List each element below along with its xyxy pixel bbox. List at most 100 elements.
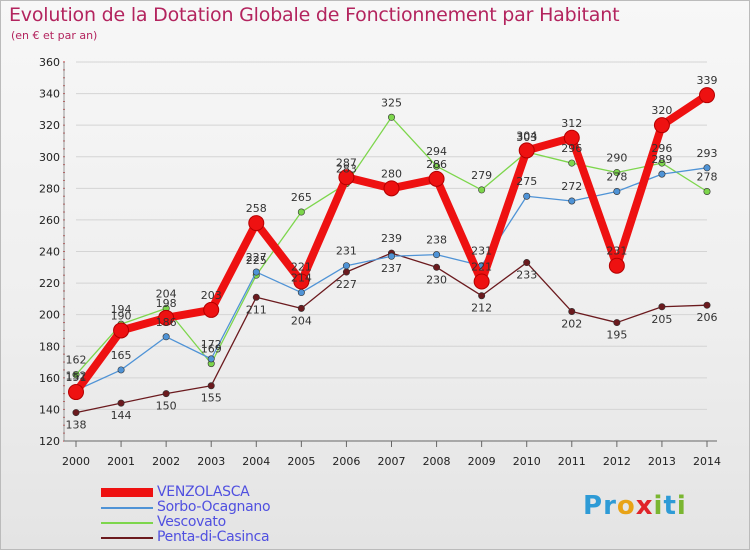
proxiti-logo: Proxiti	[583, 491, 687, 521]
data-point-penta-di-casinca	[613, 319, 621, 327]
data-point-sorbo-ocagnano	[703, 164, 711, 172]
value-label: 239	[381, 232, 402, 245]
data-point-penta-di-casinca	[117, 399, 125, 407]
data-point-venzolasca	[338, 169, 355, 186]
data-point-sorbo-ocagnano	[568, 197, 576, 205]
value-label: 237	[381, 262, 402, 275]
series-layer	[68, 87, 715, 417]
value-label: 204	[291, 314, 312, 327]
data-point-vescovato	[703, 187, 711, 195]
value-label: 150	[156, 400, 177, 413]
chart-subtitle: (en € et par an)	[11, 29, 98, 42]
data-point-vescovato	[297, 208, 305, 216]
y-tick-label: 180	[39, 340, 60, 353]
value-label: 312	[561, 117, 582, 130]
value-label: 275	[516, 175, 537, 188]
data-point-penta-di-casinca	[207, 382, 215, 390]
x-tick-label: 2013	[648, 455, 676, 468]
data-point-venzolasca	[473, 273, 490, 290]
data-point-sorbo-ocagnano	[297, 289, 305, 297]
value-label: 195	[606, 329, 627, 342]
legend-item-venzolasca: VENZOLASCA	[101, 484, 361, 500]
data-point-sorbo-ocagnano	[207, 355, 215, 363]
logo-letter: i	[653, 491, 664, 521]
value-label: 296	[651, 142, 672, 155]
value-label: 278	[606, 170, 627, 183]
logo-letter: r	[603, 491, 617, 521]
data-point-penta-di-casinca	[252, 293, 260, 301]
value-label: 211	[246, 303, 267, 316]
y-tick-label: 240	[39, 246, 60, 259]
x-tick-label: 2008	[423, 455, 451, 468]
value-label: 339	[697, 74, 718, 87]
value-label: 225	[246, 254, 267, 267]
data-point-sorbo-ocagnano	[387, 252, 395, 260]
series-line-sorbo-ocagnano	[75, 167, 708, 392]
data-point-penta-di-casinca	[478, 292, 486, 300]
value-label: 230	[426, 273, 447, 286]
y-tick-label: 220	[39, 277, 60, 290]
value-label: 290	[606, 152, 627, 165]
data-point-penta-di-casinca	[72, 409, 80, 417]
y-tick-label: 160	[39, 372, 60, 385]
data-point-sorbo-ocagnano	[433, 251, 441, 259]
y-tick-label: 340	[39, 88, 60, 101]
data-point-vescovato	[387, 113, 395, 121]
value-label: 151	[66, 371, 87, 384]
value-label: 289	[651, 153, 672, 166]
value-label: 152	[66, 369, 87, 382]
value-label: 304	[516, 129, 537, 142]
data-point-sorbo-ocagnano	[162, 333, 170, 341]
logo-letter: o	[616, 491, 636, 521]
data-point-venzolasca	[113, 322, 130, 339]
data-point-vescovato	[72, 371, 80, 379]
logo-letter: i	[676, 491, 687, 521]
value-label: 155	[201, 392, 222, 405]
data-point-sorbo-ocagnano	[523, 192, 531, 200]
data-point-venzolasca	[383, 180, 400, 197]
x-tick-label: 2004	[242, 455, 270, 468]
value-label: 272	[561, 180, 582, 193]
data-point-sorbo-ocagnano	[342, 262, 350, 270]
data-point-penta-di-casinca	[342, 268, 350, 276]
data-point-venzolasca	[248, 215, 265, 232]
legend-item-sorbo-ocagnano: Sorbo-Ocagnano	[101, 499, 361, 515]
x-tick-label: 2002	[152, 455, 180, 468]
x-tick-label: 2001	[107, 455, 135, 468]
value-label: 203	[201, 289, 222, 302]
value-label: 194	[111, 303, 132, 316]
legend-label: Sorbo-Ocagnano	[157, 499, 271, 515]
value-label: 233	[516, 269, 537, 282]
y-tick-label: 360	[39, 56, 60, 69]
x-tick-label: 2006	[332, 455, 360, 468]
data-point-penta-di-casinca	[568, 308, 576, 316]
x-tick-label: 2003	[197, 455, 225, 468]
value-label: 283	[336, 163, 357, 176]
x-tick-label: 2011	[558, 455, 586, 468]
value-label: 293	[697, 147, 718, 160]
data-point-venzolasca	[518, 142, 535, 159]
x-tick-label: 2000	[62, 455, 90, 468]
value-label: 221	[291, 261, 312, 274]
value-label: 325	[381, 96, 402, 109]
value-label: 221	[471, 261, 492, 274]
logo-letter: P	[583, 491, 604, 521]
x-tick-label: 2010	[513, 455, 541, 468]
value-label: 280	[381, 167, 402, 180]
legend-label: VENZOLASCA	[157, 484, 250, 500]
y-tick-label: 280	[39, 182, 60, 195]
value-label: 278	[697, 170, 718, 183]
value-label: 186	[156, 316, 177, 329]
data-point-sorbo-ocagnano	[117, 366, 125, 374]
legend-item-penta-di-casinca: Penta-di-Casinca	[101, 529, 361, 545]
data-point-sorbo-ocagnano	[658, 170, 666, 178]
legend-swatch	[101, 537, 153, 539]
y-tick-label: 200	[39, 309, 60, 322]
data-point-venzolasca	[428, 170, 445, 187]
legend-label: Penta-di-Casinca	[157, 529, 270, 545]
data-point-venzolasca	[608, 257, 625, 274]
value-label: 138	[66, 419, 87, 432]
value-label: 172	[201, 338, 222, 351]
legend-swatch	[101, 522, 153, 524]
